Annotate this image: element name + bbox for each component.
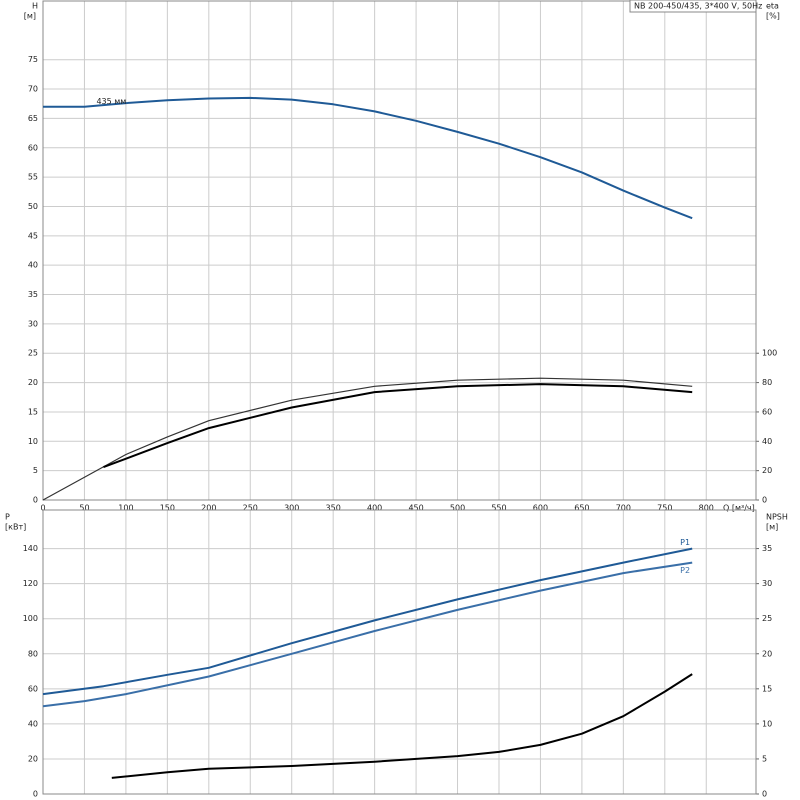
y-tick-label: 15 — [28, 407, 38, 416]
x-tick-label: 400 — [367, 504, 382, 513]
y2-tick-label: 0 — [762, 790, 767, 799]
y2-tick-label: 15 — [762, 684, 772, 693]
y-tick-label: 60 — [28, 684, 38, 693]
x-tick-label: 450 — [408, 504, 423, 513]
y-tick-label: 70 — [28, 85, 38, 94]
chart-title: NB 200-450/435, 3*400 V, 50Hz — [634, 2, 762, 11]
y2-tick-label: 30 — [762, 579, 772, 588]
x-tick-label: 50 — [79, 504, 89, 513]
x-tick-label: 300 — [284, 504, 299, 513]
y-axis-unit: [м] — [24, 12, 36, 21]
x-tick-label: 0 — [40, 504, 45, 513]
y-tick-label: 55 — [28, 173, 38, 182]
y-tick-label: 25 — [28, 349, 38, 358]
x-tick-label: 550 — [491, 504, 506, 513]
y2-axis-unit: [м] — [766, 523, 778, 532]
y2-tick-label: 35 — [762, 544, 772, 553]
y-axis-unit: [кВт] — [5, 523, 26, 532]
y2-tick-label: 40 — [762, 437, 772, 446]
y2-tick-label: 10 — [762, 719, 772, 728]
series-line — [42, 547, 693, 696]
y2-tick-label: 25 — [762, 614, 772, 623]
series-line — [42, 561, 693, 708]
series-line — [111, 673, 693, 779]
y-tick-label: 35 — [28, 290, 38, 299]
x-tick-label: 600 — [533, 504, 548, 513]
x-tick-label: 200 — [201, 504, 216, 513]
y-tick-label: 45 — [28, 231, 38, 240]
series-label: P2 — [680, 566, 690, 575]
y2-tick-label: 80 — [762, 378, 772, 387]
x-tick-label: 650 — [574, 504, 589, 513]
series-label: P1 — [680, 538, 690, 547]
x-tick-label: 800 — [699, 504, 714, 513]
y2-tick-label: 20 — [762, 466, 772, 475]
y-tick-label: 50 — [28, 202, 38, 211]
y-tick-label: 60 — [28, 143, 38, 152]
y-tick-label: 0 — [33, 496, 38, 505]
x-tick-label: 750 — [657, 504, 672, 513]
x-tick-label: 350 — [326, 504, 341, 513]
y2-axis-label: eta — [766, 2, 779, 11]
y2-tick-label: 20 — [762, 649, 772, 658]
y-tick-label: 30 — [28, 319, 38, 328]
y-tick-label: 40 — [28, 261, 38, 270]
x-tick-label: 500 — [450, 504, 465, 513]
y-tick-label: 0 — [33, 790, 38, 799]
y-tick-label: 100 — [23, 614, 38, 623]
y2-tick-label: 5 — [762, 754, 767, 763]
y-tick-label: 140 — [23, 544, 38, 553]
y2-tick-label: 60 — [762, 407, 772, 416]
plot-frame — [42, 509, 757, 795]
plot-frame — [42, 0, 757, 501]
series-label: 435 мм — [96, 97, 126, 106]
y-axis-label: H — [32, 2, 38, 11]
series-line — [103, 383, 693, 469]
y-tick-label: 20 — [28, 754, 38, 763]
x-tick-label: 700 — [616, 504, 631, 513]
x-tick-label: 250 — [243, 504, 258, 513]
y-tick-label: 75 — [28, 55, 38, 64]
y-tick-label: 65 — [28, 114, 38, 123]
y-tick-label: 10 — [28, 437, 38, 446]
y2-axis-label: NPSH — [766, 513, 788, 522]
x-tick-label: 100 — [118, 504, 133, 513]
y-tick-label: 80 — [28, 649, 38, 658]
y2-tick-label: 100 — [762, 349, 777, 358]
y-axis-label: P — [5, 513, 10, 522]
series-line — [43, 96, 693, 220]
y-tick-label: 5 — [33, 466, 38, 475]
x-axis-label: Q [м³/ч] — [723, 504, 755, 513]
y-tick-label: 20 — [28, 378, 38, 387]
x-tick-label: 150 — [160, 504, 175, 513]
y-tick-label: 40 — [28, 719, 38, 728]
y2-tick-label: 0 — [762, 496, 767, 505]
y2-axis-unit: [%] — [766, 12, 780, 21]
y-tick-label: 120 — [23, 579, 38, 588]
series-line — [42, 377, 693, 501]
title-box — [629, 0, 757, 13]
